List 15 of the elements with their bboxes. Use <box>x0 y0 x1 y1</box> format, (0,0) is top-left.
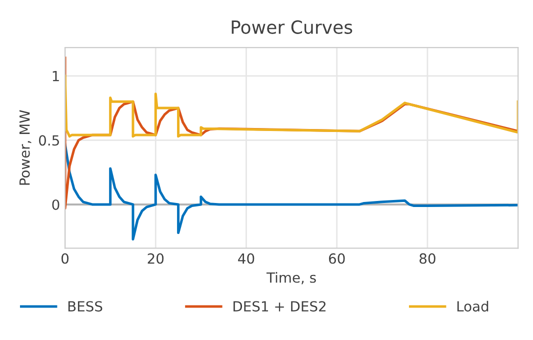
legend-label: DES1 + DES2 <box>234 301 326 312</box>
x-tick-label: 40 <box>238 253 254 264</box>
x-tick-label: 80 <box>420 253 436 264</box>
chart-title: Power Curves <box>232 20 352 34</box>
x-tick-label: 20 <box>148 253 164 264</box>
x-axis-title: Time, s <box>266 272 316 284</box>
x-tick-label: 0 <box>62 253 69 264</box>
legend-label: BESS <box>68 301 102 312</box>
y-axis-title: Power, MW <box>20 110 32 185</box>
x-tick-label: 60 <box>328 253 345 264</box>
y-tick-label: 0 <box>52 199 60 210</box>
y-tick-label: 0.5 <box>38 135 59 146</box>
y-tick-label: 1 <box>52 71 59 82</box>
legend-label: Load <box>457 300 488 312</box>
line-series <box>65 74 518 138</box>
